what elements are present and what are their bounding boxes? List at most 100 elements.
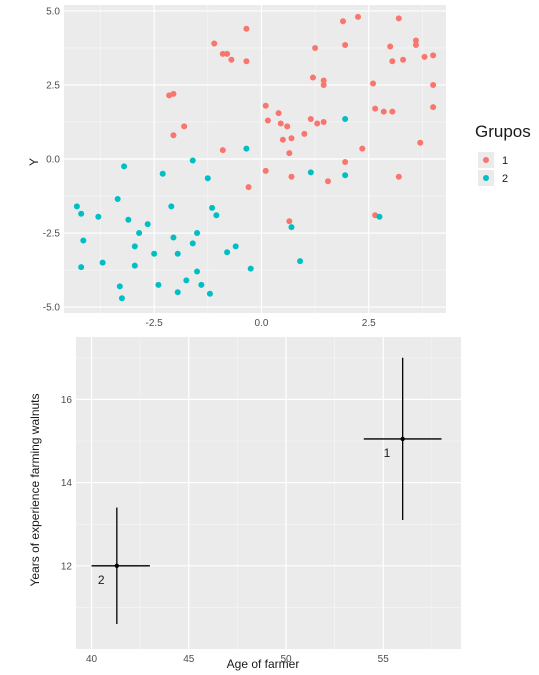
data-point-group-2 bbox=[213, 212, 220, 219]
data-point-group-1 bbox=[400, 56, 407, 63]
data-point-group-1 bbox=[181, 123, 188, 130]
data-point-group-1 bbox=[430, 52, 437, 59]
data-point-group-1 bbox=[170, 90, 177, 97]
data-point-group-2 bbox=[168, 203, 175, 210]
data-point-group-2 bbox=[189, 240, 196, 247]
data-point-group-2 bbox=[224, 249, 231, 256]
x-tick-labels: 40 45 50 55 bbox=[86, 654, 389, 665]
data-point-group-1 bbox=[389, 58, 396, 65]
y-tick-label: 0.0 bbox=[46, 155, 60, 166]
data-point-group-2 bbox=[194, 268, 201, 275]
data-point-group-1 bbox=[320, 77, 327, 84]
y-axis-title: Years of experience farming walnuts bbox=[28, 394, 42, 587]
y-axis-title: Y bbox=[27, 158, 41, 166]
data-point-group-1 bbox=[389, 108, 396, 115]
data-point-group-2 bbox=[170, 234, 177, 241]
data-point-group-1 bbox=[211, 40, 218, 47]
data-point-group-2 bbox=[80, 237, 87, 244]
data-point-group-1 bbox=[372, 105, 379, 112]
x-tick-label: 40 bbox=[86, 654, 98, 665]
data-point-group-1 bbox=[342, 158, 349, 165]
data-point-group-2 bbox=[183, 277, 190, 284]
y-tick-label: 2.5 bbox=[46, 80, 60, 91]
data-point-group-1 bbox=[430, 104, 437, 111]
data-point-group-1 bbox=[219, 147, 226, 154]
data-point-group-2 bbox=[247, 265, 254, 272]
data-point-group-1 bbox=[355, 13, 362, 20]
y-tick-label: 12 bbox=[61, 561, 73, 572]
data-point-group-2 bbox=[206, 290, 213, 297]
legend-label-1: 1 bbox=[502, 155, 508, 167]
data-point-group-1 bbox=[417, 139, 424, 146]
y-tick-label: -5.0 bbox=[43, 303, 61, 314]
data-point-group-1 bbox=[224, 50, 231, 57]
data-point-group-2 bbox=[78, 264, 85, 271]
data-point-group-1 bbox=[342, 41, 349, 48]
data-point-group-1 bbox=[286, 150, 293, 157]
data-point-group-1 bbox=[245, 184, 252, 191]
data-point-group-2 bbox=[78, 210, 85, 217]
data-point-group-1 bbox=[370, 80, 377, 87]
point-label-2: 2 bbox=[98, 573, 105, 587]
scatter-chart-groups: -2.5 0.0 2.5 5.0 2.5 0.0 -2.5 -5.0 Y Grupos 1 2 bbox=[27, 5, 531, 329]
data-point-group-1 bbox=[339, 18, 346, 25]
data-point-group-2 bbox=[114, 195, 121, 202]
data-point-group-1 bbox=[275, 110, 282, 117]
data-point-group-1 bbox=[324, 178, 331, 185]
data-point-group-1 bbox=[301, 130, 308, 137]
data-point-group-1 bbox=[387, 43, 394, 50]
data-point-group-2 bbox=[121, 163, 128, 170]
mean-point-2 bbox=[114, 563, 120, 568]
data-point-group-2 bbox=[297, 258, 304, 265]
data-point-group-2 bbox=[131, 243, 138, 250]
data-point-group-2 bbox=[376, 213, 383, 220]
data-point-group-1 bbox=[314, 120, 321, 127]
data-point-group-1 bbox=[320, 81, 327, 88]
data-point-group-1 bbox=[412, 37, 419, 44]
data-point-group-1 bbox=[279, 136, 286, 143]
data-point-group-2 bbox=[73, 203, 80, 210]
data-point-group-1 bbox=[262, 167, 269, 174]
y-tick-label: 14 bbox=[61, 478, 73, 489]
data-point-group-1 bbox=[170, 132, 177, 139]
data-point-group-1 bbox=[320, 118, 327, 125]
data-point-group-2 bbox=[204, 175, 211, 182]
y-tick-labels: 12 14 16 bbox=[61, 395, 73, 572]
data-point-group-2 bbox=[118, 295, 125, 302]
x-tick-label: 45 bbox=[183, 654, 195, 665]
data-point-group-2 bbox=[342, 172, 349, 179]
x-axis-title: Age of farmer bbox=[227, 657, 300, 671]
data-point-group-1 bbox=[307, 116, 314, 123]
x-tick-label: -2.5 bbox=[146, 318, 164, 329]
data-point-group-1 bbox=[277, 120, 284, 127]
data-point-group-1 bbox=[243, 58, 250, 65]
grid-lines bbox=[64, 5, 446, 313]
x-tick-label: 0.0 bbox=[254, 318, 268, 329]
data-point-group-2 bbox=[144, 221, 151, 228]
data-point-group-2 bbox=[198, 281, 205, 288]
data-point-group-1 bbox=[286, 218, 293, 225]
data-point-group-1 bbox=[359, 145, 366, 152]
data-point-group-2 bbox=[116, 283, 123, 290]
data-point-group-2 bbox=[125, 216, 132, 223]
data-point-group-1 bbox=[228, 56, 235, 63]
data-point-group-1 bbox=[430, 81, 437, 88]
data-point-group-1 bbox=[288, 173, 295, 180]
error-bar-points: 21 bbox=[91, 357, 442, 625]
data-point-group-2 bbox=[174, 250, 181, 257]
data-point-group-1 bbox=[284, 123, 291, 130]
data-point-group-1 bbox=[380, 108, 387, 115]
data-point-group-2 bbox=[159, 170, 166, 177]
data-point-group-2 bbox=[99, 259, 106, 266]
data-point-group-1 bbox=[219, 50, 226, 57]
data-point-group-2 bbox=[288, 224, 295, 231]
data-point-group-2 bbox=[151, 250, 158, 257]
x-tick-label: 50 bbox=[280, 654, 292, 665]
data-point-group-1 bbox=[309, 74, 316, 81]
x-tick-label: 2.5 bbox=[362, 318, 376, 329]
mean-point-1 bbox=[400, 436, 405, 442]
data-point-group-2 bbox=[209, 204, 216, 211]
data-point-group-2 bbox=[307, 169, 314, 176]
y-tick-label: 16 bbox=[61, 395, 73, 406]
